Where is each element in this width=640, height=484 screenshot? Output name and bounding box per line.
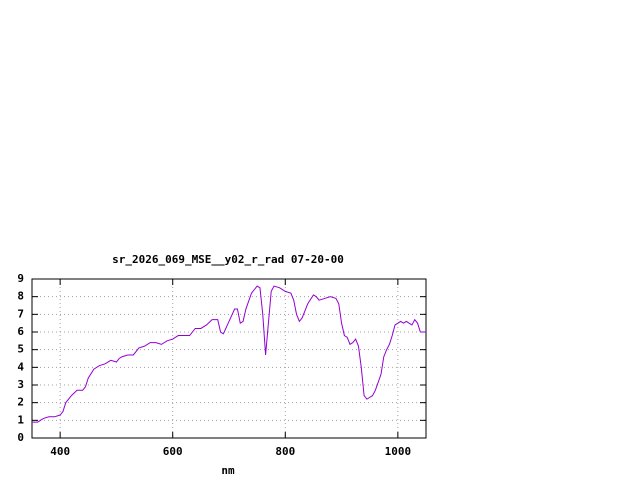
plot-frame [31, 278, 427, 439]
y-tick-label: 4 [17, 360, 24, 373]
y-tick-label: 2 [17, 396, 24, 409]
y-tick-label: 8 [17, 290, 24, 303]
x-tick-label: 400 [50, 445, 70, 458]
x-tick-label: 600 [163, 445, 183, 458]
y-tick-label: 9 [17, 272, 24, 285]
y-tick-label: 1 [17, 413, 24, 426]
chart-title: sr_2026_069_MSE__y02_r_rad 07-20-00 [112, 253, 344, 266]
y-tick-label: 7 [17, 307, 24, 320]
y-tick-label: 0 [17, 431, 24, 444]
y-tick-label: 3 [17, 378, 24, 391]
x-axis-label: nm [221, 464, 235, 477]
y-tick-label: 6 [17, 325, 24, 338]
y-tick-label: 5 [17, 343, 24, 356]
x-tick-label: 1000 [385, 445, 412, 458]
data-line [32, 285, 426, 423]
x-tick-label: 800 [275, 445, 295, 458]
